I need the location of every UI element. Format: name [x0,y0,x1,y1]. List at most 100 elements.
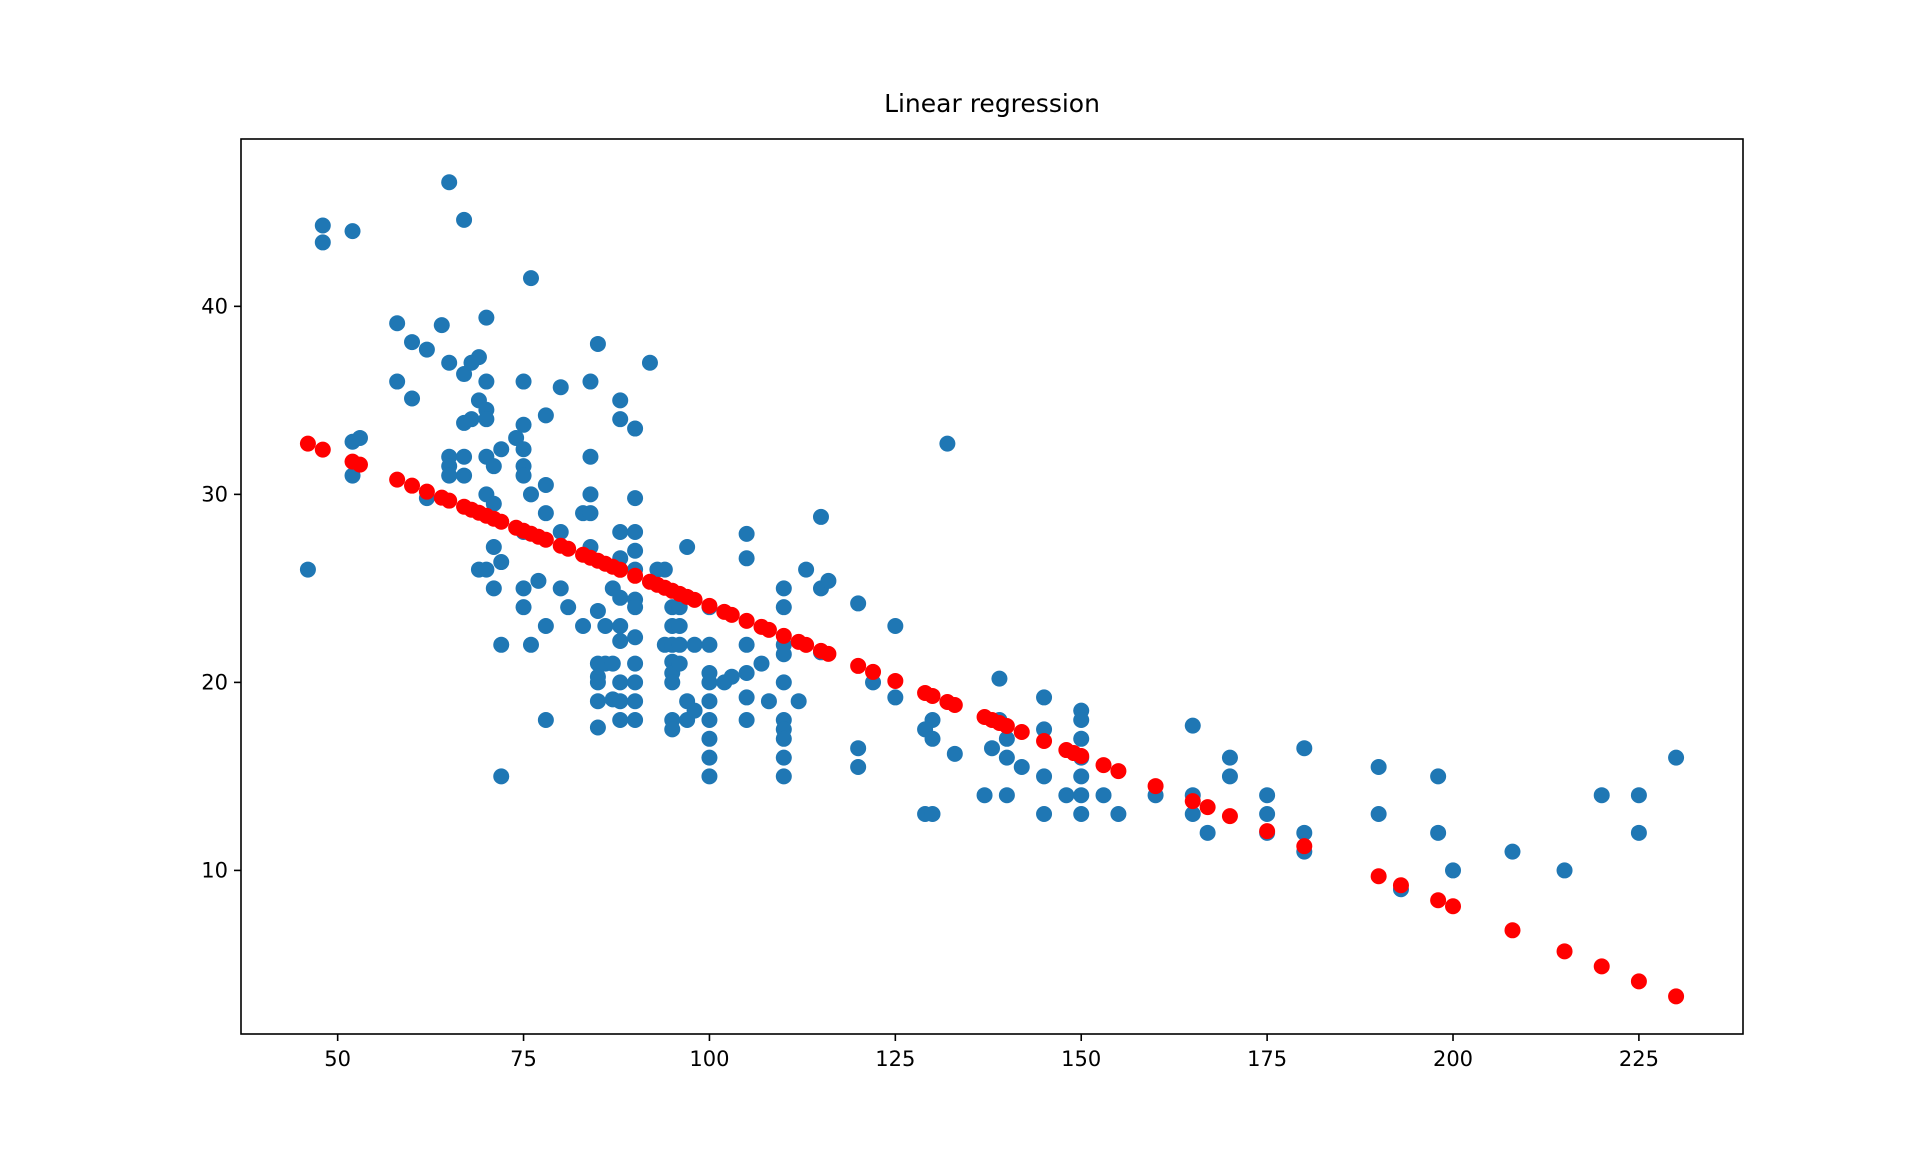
observed-point [701,674,718,691]
observed-point [493,554,510,571]
chart-title: Linear regression [884,89,1100,118]
observed-point [850,740,867,757]
predicted-point [798,636,815,653]
observed-point [984,740,1000,757]
observed-point [679,539,696,556]
predicted-point [1445,898,1462,915]
observed-point [456,448,473,465]
observed-point [470,349,487,366]
predicted-point [924,687,941,704]
observed-point [478,309,495,326]
observed-point [612,693,629,710]
observed-point [478,373,495,390]
observed-point [1184,717,1201,734]
observed-point [515,441,532,458]
observed-point [612,633,629,650]
y-axis: 10 20 30 40 [201,294,241,882]
observed-point [1199,824,1216,841]
observed-point [463,411,480,428]
observed-point [612,411,629,428]
observed-point [701,693,718,710]
observed-point [515,580,532,597]
observed-point [1259,787,1276,804]
observed-point [627,420,644,437]
observed-point [738,636,755,653]
observed-point [775,768,792,785]
observed-point [1504,843,1521,860]
observed-point [1073,730,1090,747]
observed-point [389,315,406,332]
predicted-point [1147,778,1164,795]
predicted-point [1370,868,1387,885]
observed-point [701,636,718,653]
predicted-point [314,441,331,458]
observed-point [627,674,644,691]
observed-point [627,693,644,710]
observed-point [798,561,815,578]
observed-point [515,373,532,390]
observed-point [701,768,718,785]
observed-point [493,441,510,458]
observed-point [1036,721,1053,738]
x-tick-label: 50 [324,1047,351,1071]
observed-point [1259,806,1276,823]
observed-point [924,806,941,823]
x-tick-label: 225 [1619,1047,1659,1071]
observed-point [1221,768,1238,785]
x-tick-label: 200 [1433,1047,1473,1071]
x-tick-label: 100 [689,1047,729,1071]
observed-point [582,373,599,390]
observed-point [552,523,569,540]
predicted-point [1392,877,1409,894]
observed-point [478,411,495,428]
observed-point [1445,862,1462,879]
observed-point [976,787,993,804]
predicted-point [1073,748,1090,765]
observed-point [441,354,458,371]
y-tick-label: 10 [201,858,228,882]
predicted-point [299,435,316,452]
observed-point [1184,806,1201,823]
observed-point [612,617,629,634]
observed-point [314,234,331,251]
observed-point [552,379,569,396]
observed-point [485,458,502,475]
observed-point [1430,768,1447,785]
observed-point [1073,768,1090,785]
observed-point [1036,768,1053,785]
observed-point [701,711,718,728]
observed-point [812,508,829,525]
observed-point [612,392,629,409]
predicted-point [686,591,703,608]
observed-point [775,580,792,597]
observed-point [850,595,867,612]
predicted-point [946,696,963,713]
observed-point [627,523,644,540]
observed-point [589,674,606,691]
observed-point [1073,787,1090,804]
observed-point [738,689,755,706]
observed-point [1430,824,1447,841]
observed-point [1668,749,1685,766]
x-tick-label: 175 [1247,1047,1287,1071]
predicted-point [760,621,777,638]
predicted-point [560,540,577,557]
observed-point [924,730,941,747]
observed-point [1013,759,1030,776]
observed-point [1036,689,1053,706]
predicted-point [1593,958,1610,975]
observed-point [998,730,1015,747]
observed-point [537,407,554,424]
observed-point [686,702,703,719]
observed-point [760,693,777,710]
observed-point [738,525,755,542]
observed-point [790,693,807,710]
observed-point [664,721,681,738]
observed-point [404,334,421,351]
observed-point [522,270,539,287]
observed-point [1073,711,1090,728]
observed-point [485,580,502,597]
observed-point [560,599,577,616]
observed-point [612,523,629,540]
